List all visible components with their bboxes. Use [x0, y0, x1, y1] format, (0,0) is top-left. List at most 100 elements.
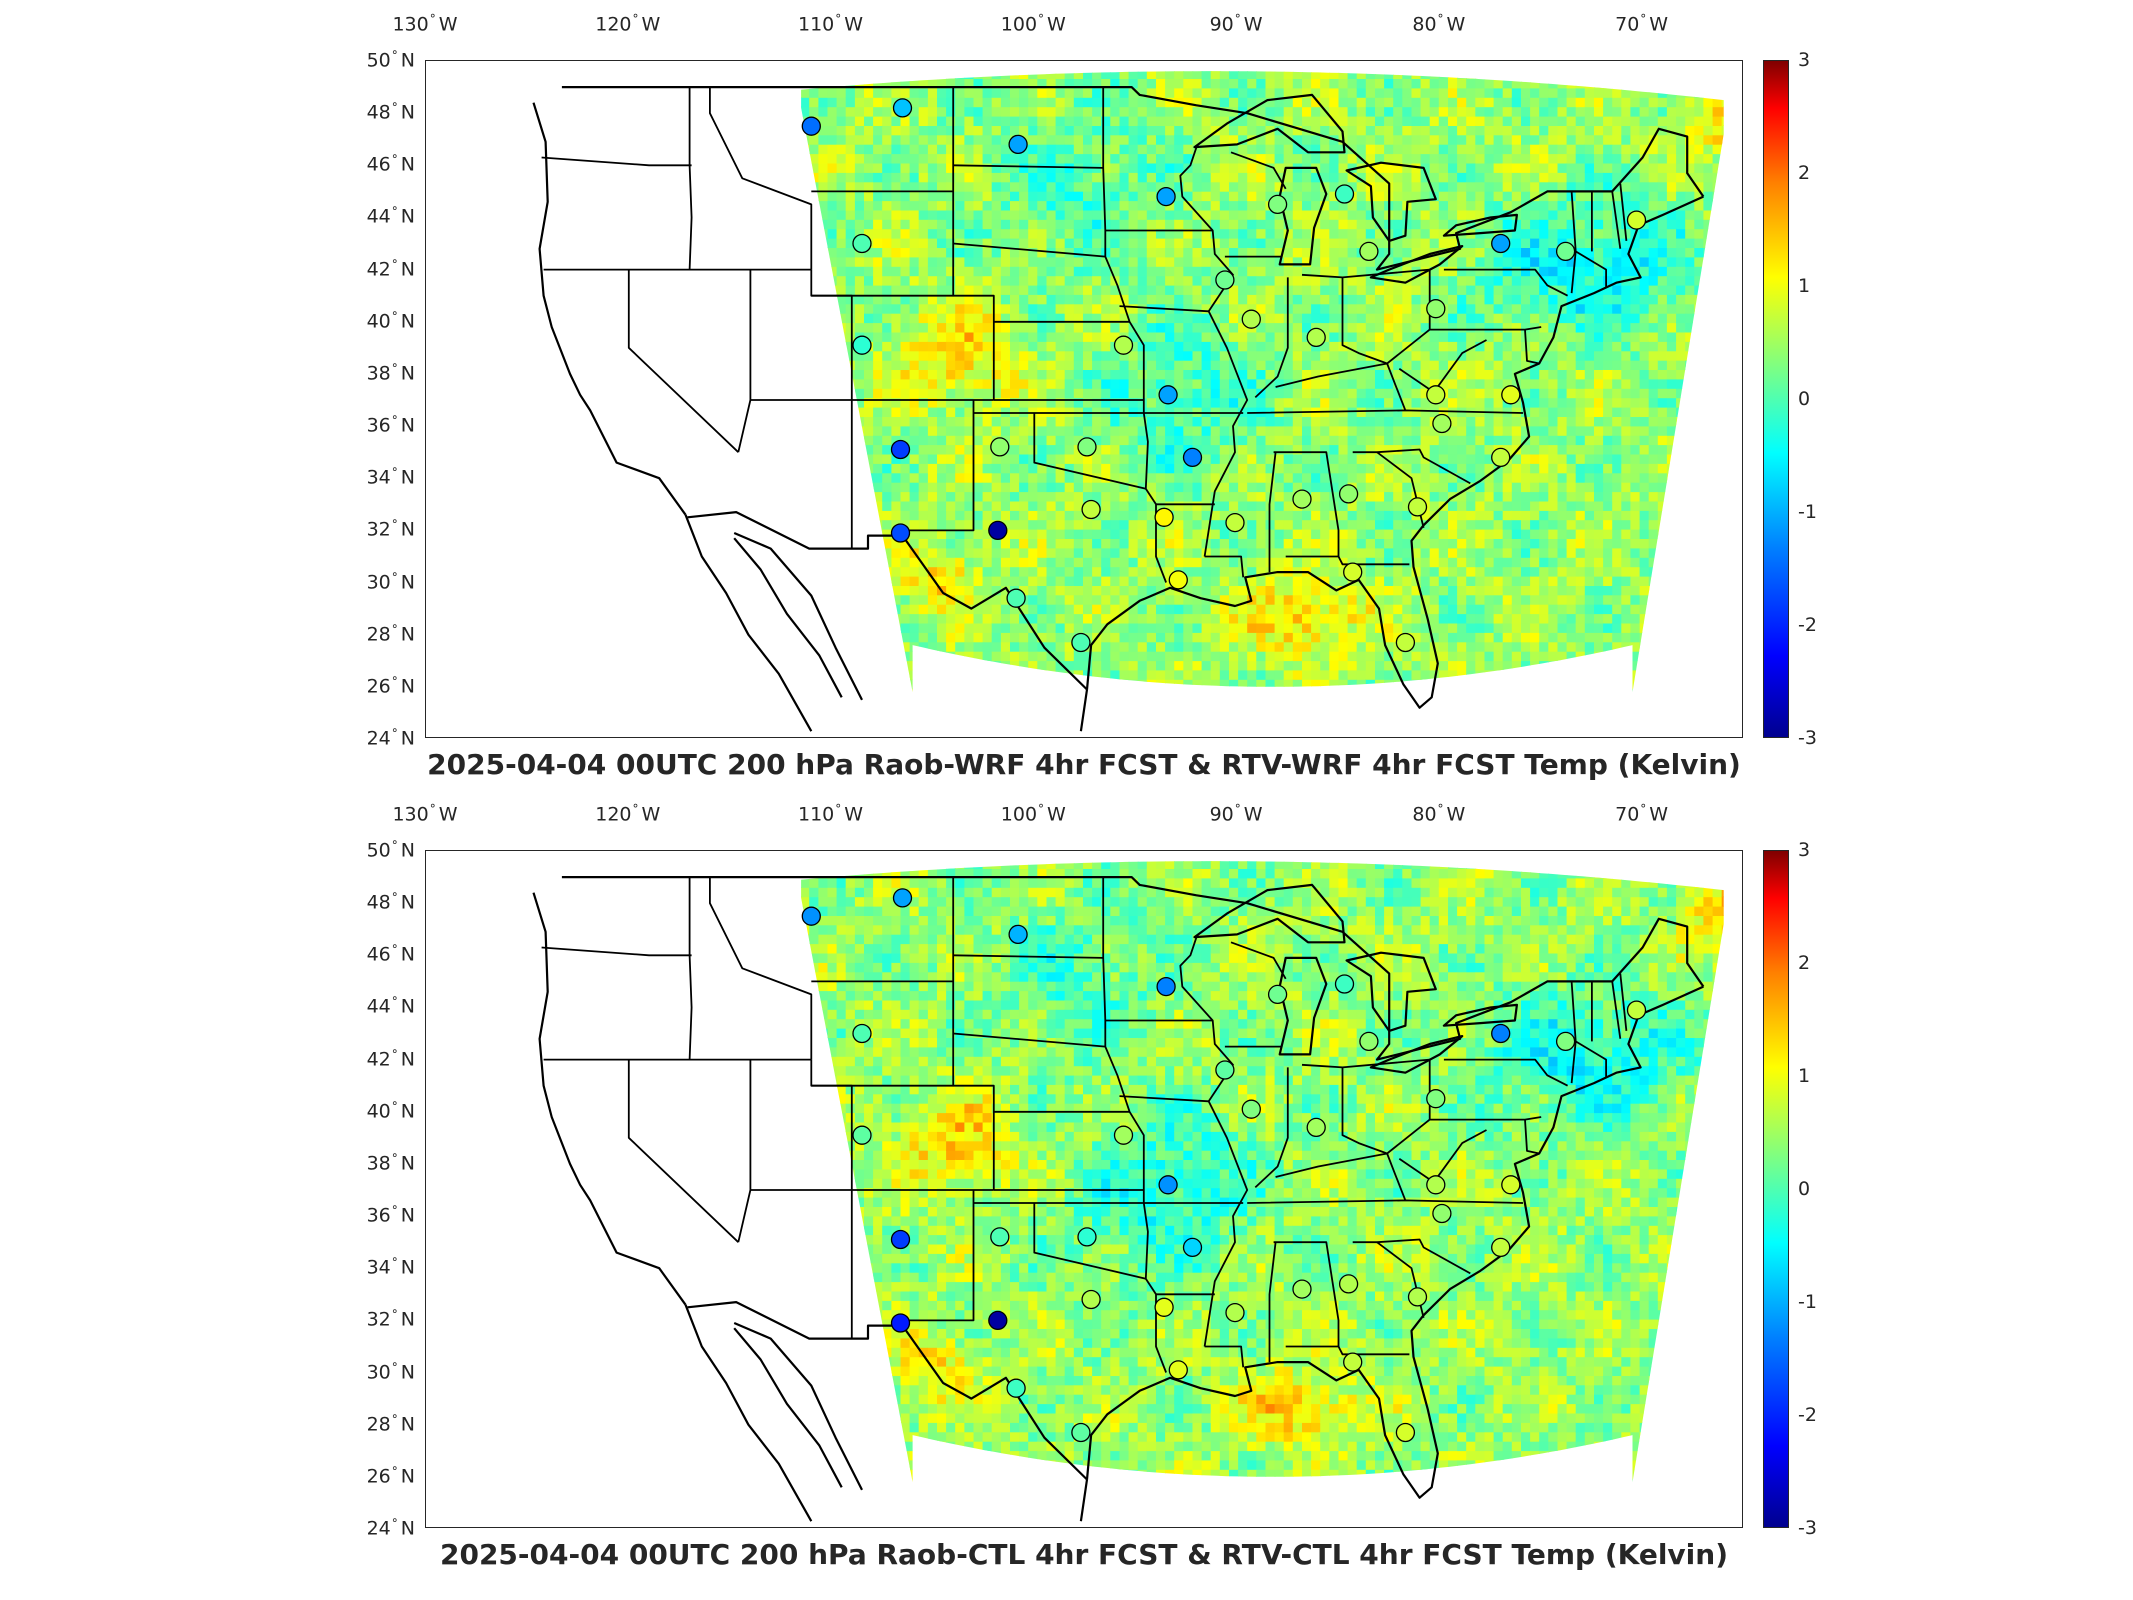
raob-station-marker — [1338, 484, 1359, 504]
raob-station-marker — [1241, 309, 1261, 329]
raob-station-marker — [1225, 512, 1245, 533]
latitude-tick-label: 46° N — [366, 152, 415, 176]
colorbar-tick-label: 3 — [1798, 49, 1811, 71]
raob-station-marker — [1215, 1060, 1235, 1080]
latitude-tick-label: 38° N — [366, 361, 415, 385]
map-canvas — [532, 71, 1724, 732]
raob-station-marker — [1555, 241, 1576, 262]
raob-station-marker — [1395, 632, 1416, 653]
longitude-tick-label: 130° W — [392, 12, 458, 36]
raob-station-marker — [852, 335, 872, 355]
latitude-tick-label: 30° N — [366, 569, 415, 594]
latitude-tick-label: 28° N — [366, 1412, 415, 1436]
colorbar — [1763, 850, 1789, 1528]
raob-station-marker — [1006, 588, 1026, 608]
colorbar — [1763, 60, 1789, 738]
colorbar-tick-label: -3 — [1798, 1517, 1817, 1539]
raob-station-marker — [1113, 335, 1134, 355]
raob-station-marker — [1555, 1031, 1576, 1052]
latitude-tick-label: 36° N — [366, 413, 415, 437]
raob-station-marker — [1334, 184, 1355, 204]
latitude-tick-label: 36° N — [366, 1203, 415, 1227]
raob-station-marker — [1359, 241, 1379, 262]
raob-station-markers — [801, 888, 1647, 1443]
latitude-tick-label: 26° N — [366, 674, 415, 698]
raob-station-marker — [1491, 447, 1511, 468]
map-plot-area — [425, 850, 1743, 1528]
latitude-tick-label: 38° N — [366, 1151, 415, 1175]
longitude-tick-label: 100° W — [1000, 12, 1066, 36]
raob-station-marker — [852, 233, 872, 254]
raob-station-marker — [1267, 194, 1288, 215]
raob-station-marker — [1156, 186, 1176, 207]
colorbar-tick-label: -2 — [1798, 614, 1817, 636]
latitude-tick-label: 24° N — [366, 1516, 415, 1540]
raob-station-marker — [1077, 1227, 1097, 1247]
boundary-lines — [532, 876, 1705, 1522]
raob-station-marker — [1081, 1289, 1101, 1310]
raob-station-marker — [1432, 413, 1452, 434]
longitude-tick-label: 110° W — [798, 802, 864, 826]
raob-station-marker — [801, 906, 821, 926]
raob-station-marker — [1626, 210, 1647, 230]
raob-station-marker — [801, 116, 821, 136]
raob-station-marker — [1267, 984, 1288, 1005]
longitude-tick-label: 100° W — [1000, 802, 1066, 826]
raob-station-marker — [1008, 134, 1028, 155]
raob-station-marker — [1306, 1117, 1326, 1138]
raob-station-marker — [1006, 1378, 1026, 1398]
raob-station-marker — [1395, 1422, 1416, 1443]
latitude-tick-label: 46° N — [366, 942, 415, 966]
map-canvas — [532, 861, 1724, 1522]
raob-station-marker — [1491, 1237, 1511, 1258]
raob-station-marker — [1491, 1023, 1511, 1044]
raob-station-marker — [1182, 1237, 1203, 1258]
raob-station-marker — [1168, 1360, 1188, 1380]
raob-station-marker — [890, 439, 911, 460]
colorbar-tick-label: 2 — [1798, 162, 1811, 184]
latitude-tick-label: 48° N — [366, 890, 415, 914]
latitude-tick-label: 40° N — [366, 1099, 415, 1123]
raob-station-marker — [1432, 1203, 1452, 1224]
latitude-tick-label: 34° N — [366, 465, 415, 489]
latitude-tick-label: 32° N — [366, 1307, 415, 1332]
map-plot-area — [425, 60, 1743, 738]
latitude-tick-label: 42° N — [366, 256, 415, 281]
latitude-tick-label: 42° N — [366, 1046, 415, 1071]
raob-station-marker — [988, 520, 1008, 541]
raob-station-marker — [1154, 1297, 1174, 1317]
temperature-difference-field — [801, 71, 1724, 693]
boundary-lines — [532, 86, 1705, 732]
raob-station-marker — [1154, 507, 1174, 527]
raob-station-marker — [1292, 1279, 1312, 1299]
latitude-tick-label: 40° N — [366, 309, 415, 333]
longitude-tick-label: 80° W — [1412, 12, 1466, 36]
colorbar-tick-label: 1 — [1798, 275, 1811, 297]
raob-station-marker — [1158, 1175, 1178, 1195]
raob-station-marker — [1113, 1125, 1134, 1145]
raob-station-marker — [1182, 447, 1203, 468]
colorbar-tick-label: 1 — [1798, 1065, 1811, 1087]
raob-station-marker — [890, 1313, 911, 1333]
colorbar-tick-label: 2 — [1798, 952, 1811, 974]
raob-station-marker — [852, 1023, 872, 1044]
raob-station-marker — [1215, 270, 1235, 290]
raob-station-marker — [1407, 1287, 1428, 1307]
latitude-tick-label: 44° N — [366, 204, 415, 229]
latitude-tick-label: 34° N — [366, 1255, 415, 1279]
latitude-tick-label: 26° N — [366, 1464, 415, 1488]
raob-station-marker — [1158, 385, 1178, 405]
longitude-tick-label: 70° W — [1615, 802, 1669, 826]
latitude-tick-label: 50° N — [366, 48, 415, 72]
raob-station-marker — [988, 1310, 1008, 1331]
raob-station-marker — [1241, 1099, 1261, 1119]
raob-station-marker — [1343, 562, 1363, 582]
latitude-tick-label: 32° N — [366, 517, 415, 542]
raob-station-marker — [890, 523, 911, 543]
longitude-tick-label: 80° W — [1412, 802, 1466, 826]
raob-station-marker — [1426, 299, 1446, 319]
map-panel-top: 130° W 120° W 110° W 100° W 90° W 80° W 70° W 50° N 48°… — [0, 0, 2133, 790]
raob-station-marker — [1071, 1422, 1091, 1443]
raob-station-marker — [1008, 924, 1028, 945]
raob-station-marker — [1407, 497, 1428, 517]
